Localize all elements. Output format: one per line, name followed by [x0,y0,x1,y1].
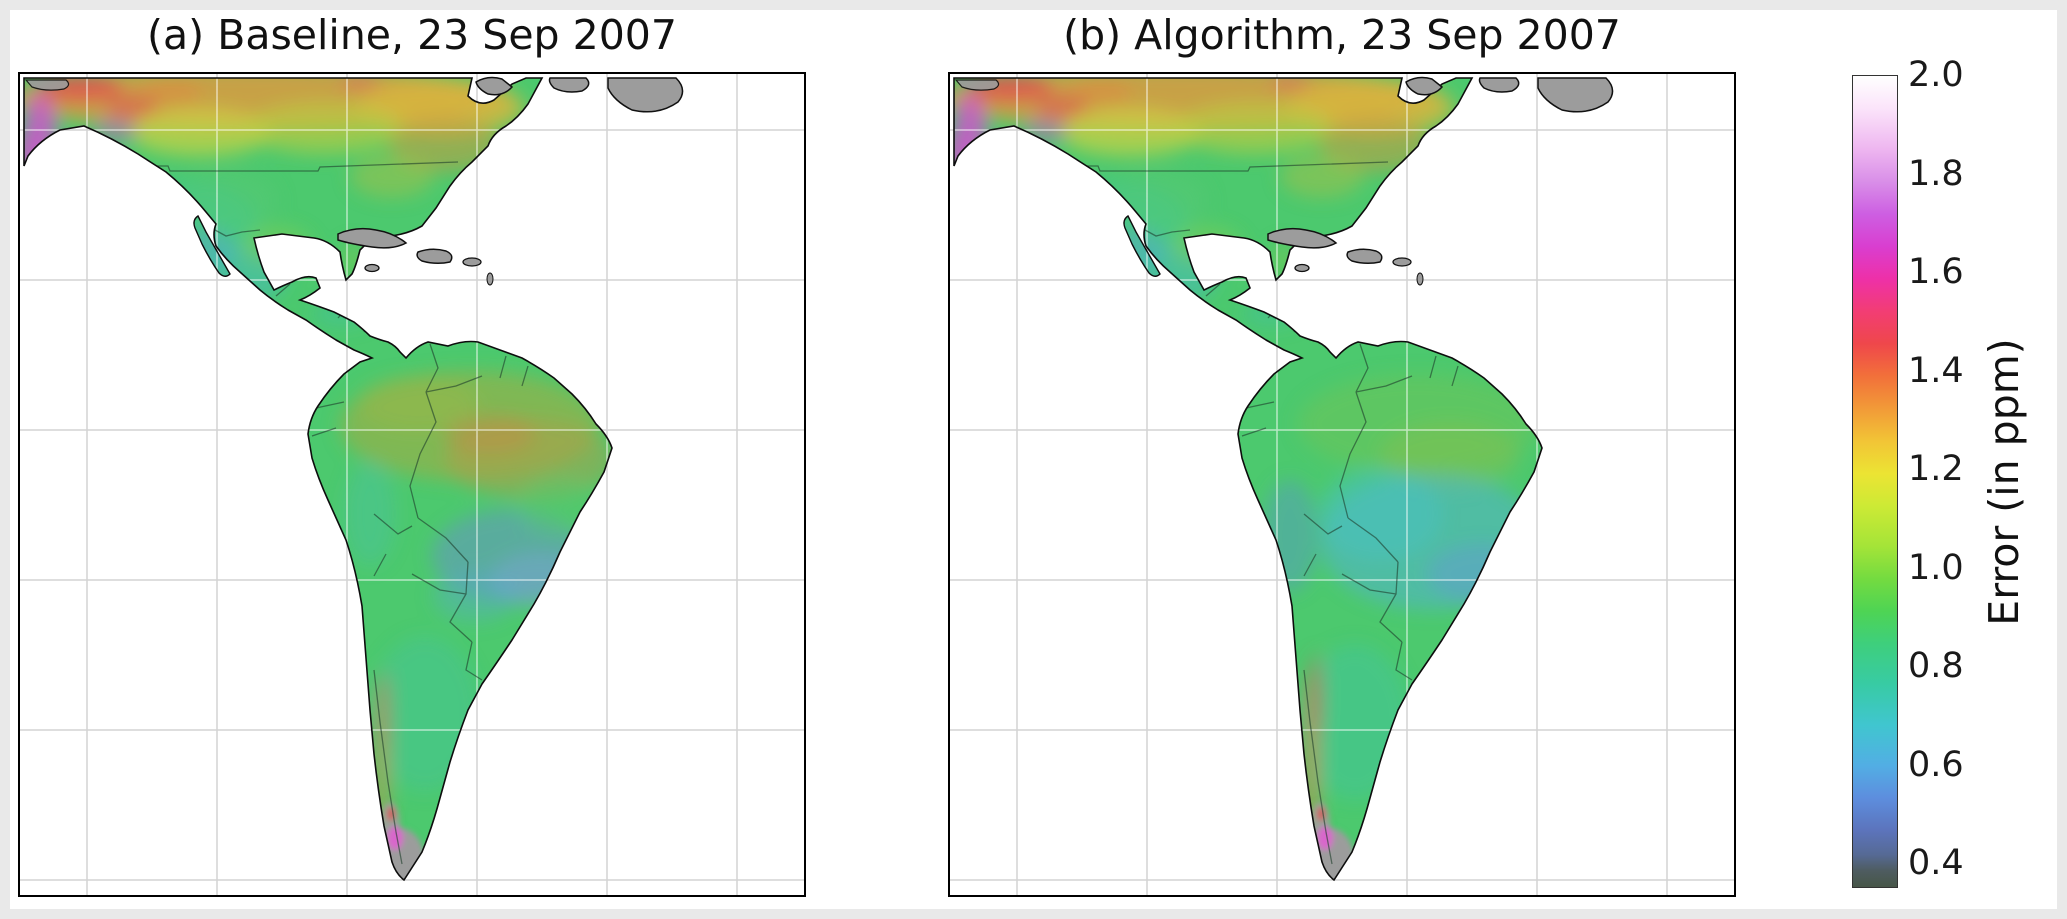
colorbar [1852,75,1898,888]
colorbar-gradient [1853,76,1897,887]
colorbar-tick: 0.6 [1908,744,1964,785]
colorbar-tick: 1.4 [1908,350,1964,391]
colorbar-ticks: 2.0 1.8 1.6 1.4 1.2 1.0 0.8 0.6 0.4 [1908,55,2003,888]
panel-a-title: (a) Baseline, 23 Sep 2007 [147,11,677,59]
colorbar-tick: 0.4 [1908,843,1964,884]
colorbar-tick: 1.8 [1908,153,1964,194]
colorbar-tick: 1.2 [1908,449,1964,490]
panel-b-title: (b) Algorithm, 23 Sep 2007 [1063,11,1621,59]
map-panel-a [18,72,806,897]
map-panel-b [948,72,1736,897]
map-a-svg [20,74,804,895]
map-b-svg [950,74,1734,895]
colorbar-tick: 1.6 [1908,252,1964,293]
colorbar-tick: 1.0 [1908,547,1964,588]
colorbar-axis-label: Error (in ppm) [1980,338,2028,626]
colorbar-tick: 0.8 [1908,646,1964,687]
colorbar-tick: 2.0 [1908,55,1964,95]
